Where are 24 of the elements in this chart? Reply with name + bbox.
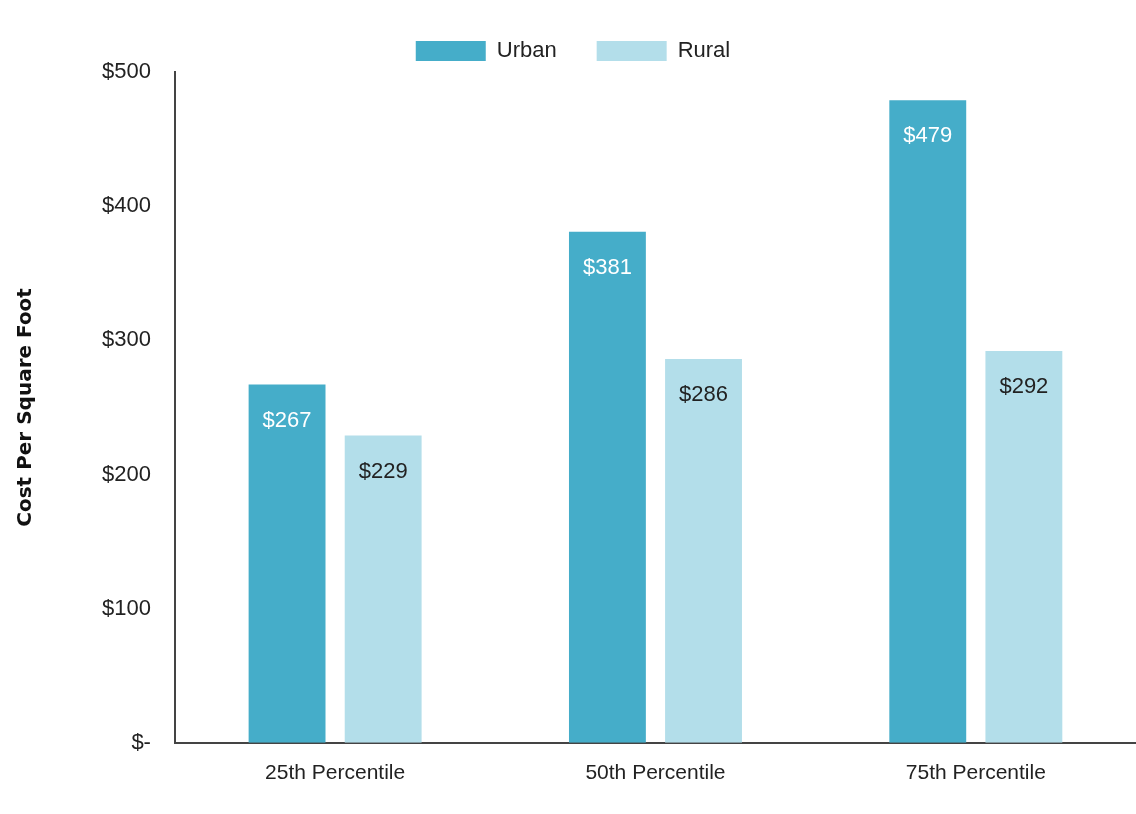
data-label: $292 xyxy=(999,373,1049,399)
bar xyxy=(344,435,422,743)
bar xyxy=(568,231,646,743)
y-tick-label: $500 xyxy=(101,58,151,84)
data-label: $479 xyxy=(903,122,953,148)
data-label: $229 xyxy=(358,457,408,483)
y-tick-label: $100 xyxy=(101,594,151,620)
y-axis-title: Cost Per Square Foot xyxy=(12,287,37,527)
data-label: $286 xyxy=(679,381,728,407)
bar xyxy=(985,351,1063,743)
x-tick-label: 25th Percentile xyxy=(265,760,406,784)
y-tick-label: $300 xyxy=(101,326,151,352)
y-tick-label: $400 xyxy=(101,192,151,218)
bar xyxy=(248,384,326,743)
bar xyxy=(889,100,967,743)
x-tick-label: 50th Percentile xyxy=(585,760,726,784)
legend-label: Urban xyxy=(496,37,557,63)
data-label: $267 xyxy=(262,406,312,432)
y-tick-label: $- xyxy=(131,728,151,754)
bar xyxy=(665,359,742,743)
data-label: $381 xyxy=(582,253,632,279)
y-tick-label: $200 xyxy=(101,460,151,486)
legend-label: Rural xyxy=(677,37,731,63)
x-tick-label: 75th Percentile xyxy=(905,760,1046,784)
